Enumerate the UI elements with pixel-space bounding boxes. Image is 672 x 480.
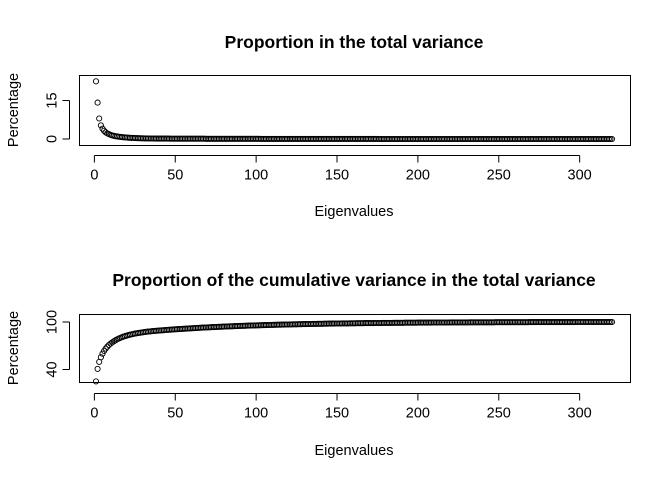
data-point — [96, 115, 103, 122]
chart-2-y-axis-label: Percentage — [6, 311, 22, 385]
data-point — [607, 318, 614, 326]
chart-2-title: Proportion of the cumulative variance in… — [112, 270, 596, 290]
data-point — [608, 318, 616, 326]
y-tick-label: 100 — [45, 310, 61, 334]
data-point — [102, 129, 109, 136]
x-tick-label: 250 — [487, 168, 511, 184]
x-tick-label: 50 — [167, 168, 183, 184]
x-tick-label: 50 — [167, 406, 183, 422]
data-point — [605, 318, 612, 326]
data-point — [97, 122, 104, 129]
chart-1-points — [92, 78, 616, 143]
x-tick-label: 0 — [90, 406, 98, 422]
data-point — [97, 354, 104, 361]
data-point — [94, 99, 101, 106]
chart-1-x-axis: 0 50 100 150 200 250 300 — [90, 155, 592, 184]
chart-1-x-axis-label: Eigenvalues — [315, 204, 394, 220]
x-tick-label: 300 — [568, 406, 592, 422]
x-tick-label: 100 — [244, 168, 268, 184]
chart-2-x-axis: 0 50 100 150 200 250 300 — [90, 393, 592, 422]
data-point — [94, 365, 101, 372]
data-point — [110, 338, 117, 345]
x-tick-label: 0 — [90, 168, 98, 184]
chart-1-title: Proportion in the total variance — [225, 32, 484, 52]
chart-1-plot-frame — [79, 75, 631, 146]
data-point — [608, 135, 616, 143]
y-tick-label: 40 — [45, 361, 61, 377]
x-tick-label: 100 — [244, 406, 268, 422]
chart-2: Proportion of the cumulative variance in… — [6, 270, 631, 459]
chart-1-y-axis-label: Percentage — [6, 73, 22, 147]
data-point — [102, 345, 109, 352]
x-tick-label: 200 — [406, 406, 430, 422]
data-point — [92, 378, 100, 385]
chart-1: Proportion in the total variance 0 50 100 1… — [6, 32, 631, 220]
chart-2-plot-frame — [79, 314, 631, 383]
chart-2-points — [92, 318, 616, 385]
x-tick-label: 300 — [568, 168, 592, 184]
data-point — [109, 339, 116, 346]
x-tick-label: 250 — [487, 406, 511, 422]
data-point — [92, 78, 100, 85]
x-tick-label: 150 — [325, 168, 349, 184]
y-tick-label: 0 — [45, 135, 61, 143]
data-point — [104, 343, 111, 350]
y-tick-label: 15 — [45, 92, 61, 108]
data-point — [605, 135, 612, 143]
chart-2-y-axis: 40 100 — [45, 310, 70, 378]
x-tick-label: 150 — [325, 406, 349, 422]
chart-2-x-axis-label: Eigenvalues — [315, 443, 394, 459]
data-point — [607, 135, 614, 143]
x-tick-label: 200 — [406, 168, 430, 184]
chart-1-y-axis: 0 15 — [45, 92, 70, 143]
